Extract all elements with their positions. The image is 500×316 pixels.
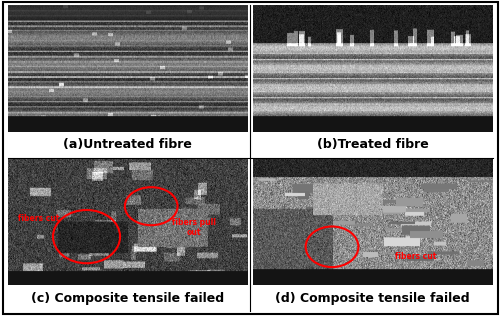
Text: (a)Untreated fibre: (a)Untreated fibre xyxy=(63,138,192,151)
Text: fibers cut: fibers cut xyxy=(395,252,436,261)
Text: (d) Composite tensile failed: (d) Composite tensile failed xyxy=(276,292,470,305)
Text: fibers pull
out: fibers pull out xyxy=(172,218,216,237)
Text: fibers cut: fibers cut xyxy=(18,214,59,223)
Text: (c) Composite tensile failed: (c) Composite tensile failed xyxy=(30,292,224,305)
Text: (b)Treated fibre: (b)Treated fibre xyxy=(317,138,428,151)
